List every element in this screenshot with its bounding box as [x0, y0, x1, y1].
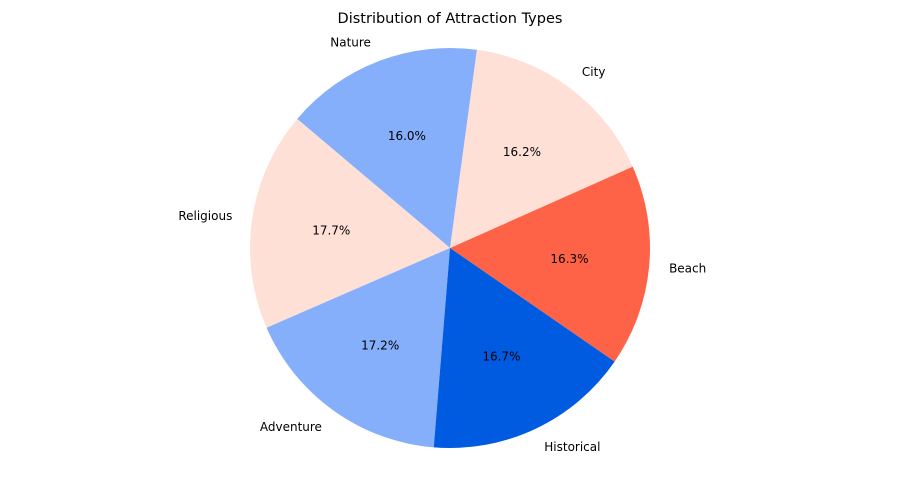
- slice-percent-label: 16.3%: [550, 252, 588, 266]
- slice-label: Historical: [544, 440, 600, 454]
- slice-percent-label: 17.7%: [312, 224, 350, 238]
- pie-slice-historical: [433, 248, 615, 449]
- slice-label: Nature: [330, 36, 371, 50]
- pie-slice-adventure: [266, 248, 450, 448]
- pie-slice-city: [450, 49, 633, 248]
- slice-percent-label: 16.2%: [503, 145, 541, 159]
- chart-title: Distribution of Attraction Types: [338, 11, 563, 27]
- pie-slice-nature: [297, 47, 477, 248]
- slice-percent-label: 17.2%: [361, 339, 399, 353]
- pie-slice-beach: [450, 166, 650, 362]
- slice-label: City: [582, 65, 606, 79]
- slice-label: Beach: [669, 261, 706, 275]
- pie-slice-religious: [250, 118, 450, 328]
- slice-percent-label: 16.0%: [388, 129, 426, 143]
- slice-percent-label: 16.7%: [482, 349, 520, 363]
- slice-label: Religious: [178, 209, 232, 223]
- slice-label: Adventure: [260, 420, 322, 434]
